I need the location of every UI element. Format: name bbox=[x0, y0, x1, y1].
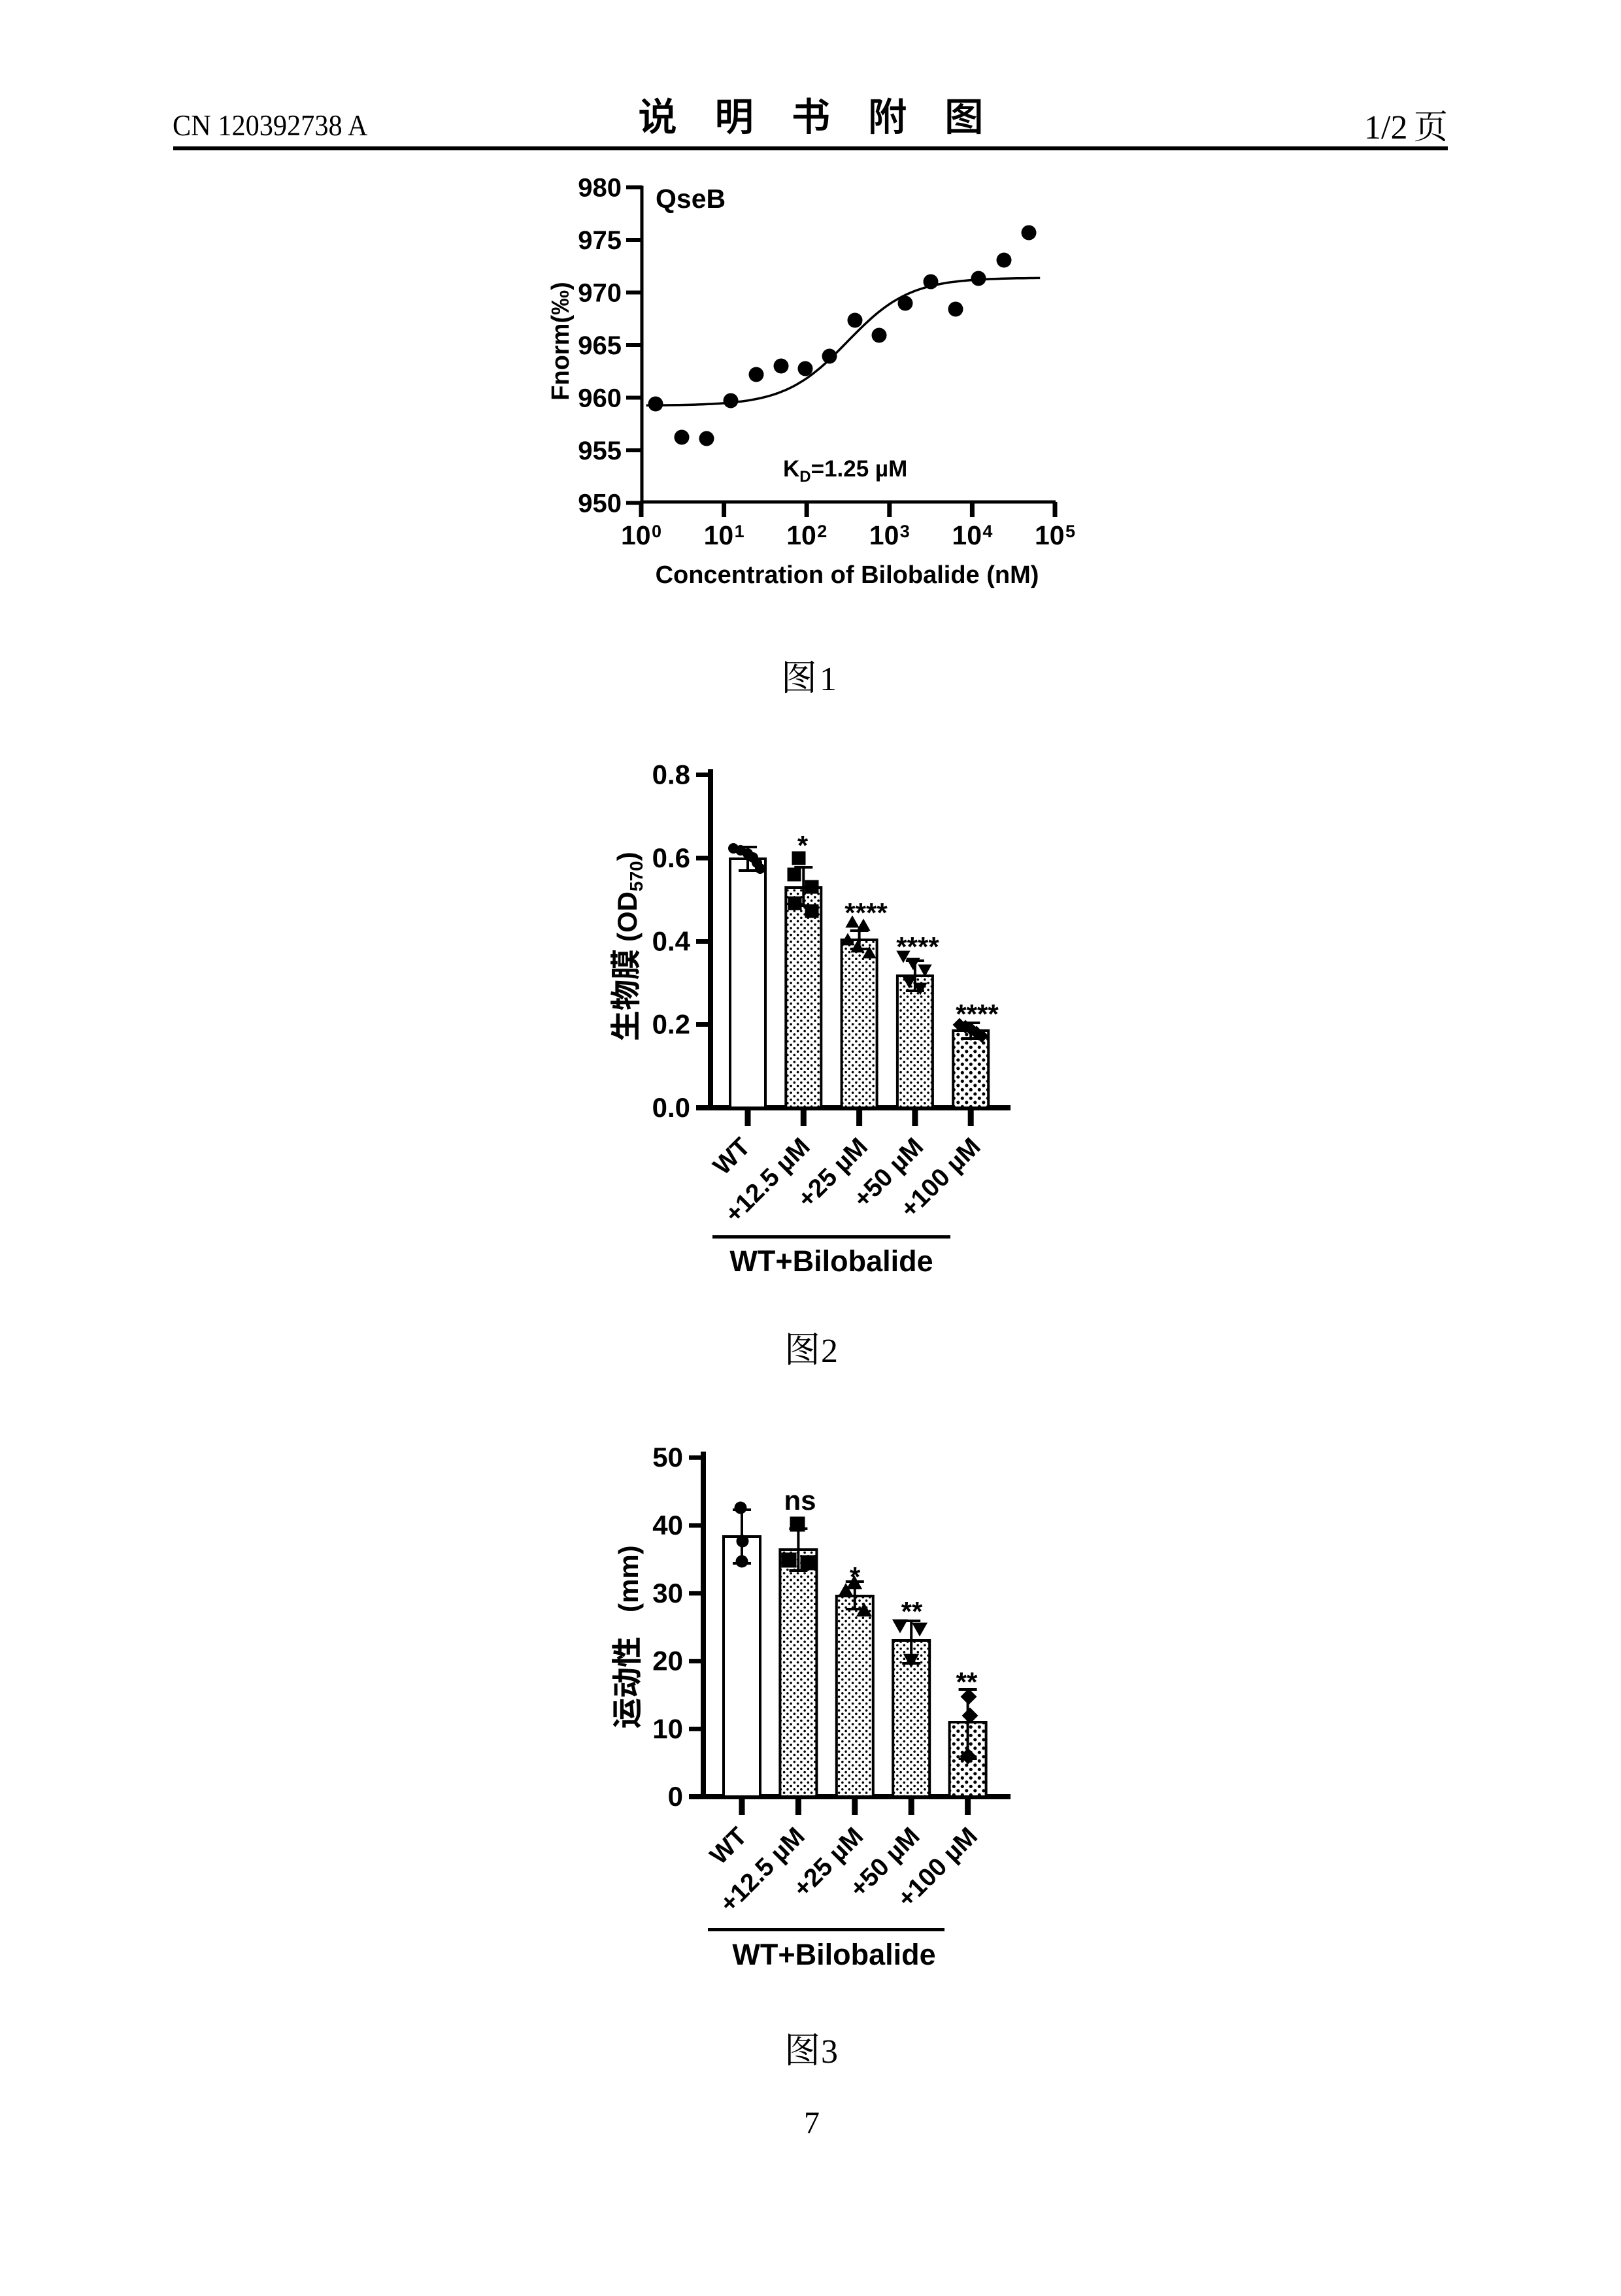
svg-text:(mm): (mm) bbox=[613, 1545, 644, 1612]
svg-text:950: 950 bbox=[578, 490, 622, 518]
svg-text:980: 980 bbox=[578, 174, 622, 203]
svg-text:*: * bbox=[797, 830, 809, 861]
svg-text:*: * bbox=[850, 1561, 861, 1592]
svg-text:0: 0 bbox=[652, 522, 661, 541]
svg-text:0.8: 0.8 bbox=[652, 759, 690, 790]
svg-text:7: 7 bbox=[804, 2106, 820, 2140]
svg-text:10: 10 bbox=[1035, 520, 1065, 550]
svg-text:WT+Bilobalide: WT+Bilobalide bbox=[729, 1244, 933, 1278]
svg-text:20: 20 bbox=[652, 1646, 683, 1676]
svg-text:975: 975 bbox=[578, 226, 622, 255]
svg-text:(OD570): (OD570) bbox=[612, 852, 646, 942]
svg-text:10: 10 bbox=[786, 520, 816, 550]
svg-text:0.4: 0.4 bbox=[652, 926, 691, 957]
svg-text:****: **** bbox=[896, 931, 939, 962]
svg-text:CN 120392738 A: CN 120392738 A bbox=[173, 110, 368, 142]
svg-text:965: 965 bbox=[578, 331, 622, 360]
svg-text:****: **** bbox=[956, 999, 999, 1029]
svg-text:KD=1.25 µM: KD=1.25 µM bbox=[783, 456, 907, 486]
svg-text:**: ** bbox=[956, 1667, 978, 1697]
svg-text:Concentration of Bilobalide (n: Concentration of Bilobalide (nM) bbox=[656, 561, 1039, 589]
svg-text:10: 10 bbox=[869, 520, 899, 550]
svg-text:10: 10 bbox=[704, 520, 734, 550]
svg-text:WT+Bilobalide: WT+Bilobalide bbox=[732, 1938, 935, 1971]
svg-text:**: ** bbox=[901, 1596, 923, 1627]
svg-text:970: 970 bbox=[578, 279, 622, 308]
svg-text:10: 10 bbox=[652, 1713, 683, 1744]
svg-text:QseB: QseB bbox=[656, 184, 726, 214]
svg-text:2: 2 bbox=[821, 1333, 838, 1370]
svg-text:1/2: 1/2 bbox=[1364, 109, 1407, 146]
svg-text:Fnorm(‰): Fnorm(‰) bbox=[547, 282, 575, 401]
svg-text:960: 960 bbox=[578, 384, 622, 413]
svg-text:5: 5 bbox=[1065, 522, 1075, 541]
svg-text:1: 1 bbox=[820, 661, 837, 698]
svg-text:0.6: 0.6 bbox=[652, 842, 690, 873]
svg-text:0: 0 bbox=[668, 1781, 683, 1812]
svg-text:50: 50 bbox=[652, 1442, 683, 1472]
svg-text:2: 2 bbox=[817, 522, 827, 541]
svg-text:10: 10 bbox=[621, 520, 651, 550]
svg-text:955: 955 bbox=[578, 437, 622, 465]
svg-text:4: 4 bbox=[982, 522, 992, 541]
svg-text:10: 10 bbox=[952, 520, 982, 550]
svg-text:3: 3 bbox=[900, 522, 910, 541]
svg-text:30: 30 bbox=[652, 1578, 683, 1608]
svg-text:0.2: 0.2 bbox=[652, 1009, 690, 1040]
svg-text:1: 1 bbox=[735, 522, 744, 541]
svg-text:ns: ns bbox=[784, 1485, 816, 1516]
svg-text:****: **** bbox=[844, 897, 888, 928]
svg-text:40: 40 bbox=[652, 1510, 683, 1540]
svg-text:3: 3 bbox=[821, 2033, 838, 2071]
svg-text:0.0: 0.0 bbox=[652, 1092, 690, 1123]
